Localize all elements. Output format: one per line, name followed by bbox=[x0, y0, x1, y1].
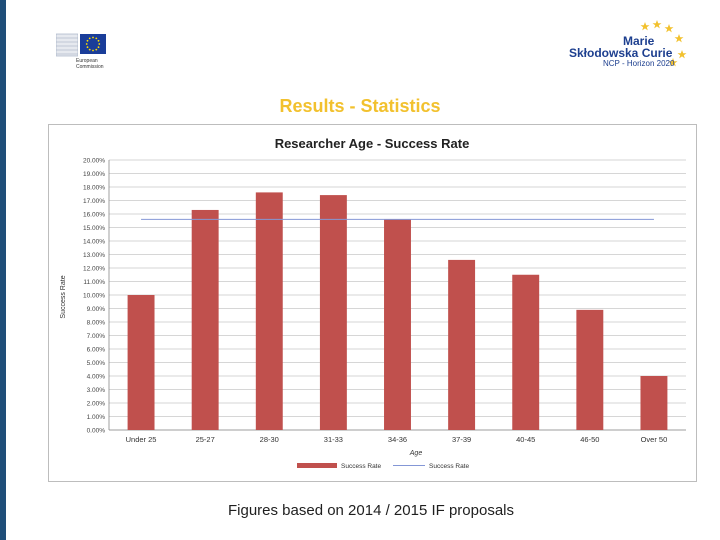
y-axis-label: Success Rate bbox=[60, 275, 67, 318]
msc-logo-line1: Marie bbox=[623, 34, 655, 48]
x-axis-label: Age bbox=[409, 450, 423, 457]
msc-logo-line2: Skłodowska Curie bbox=[569, 46, 673, 60]
msc-logo-line3: NCP - Horizon 2020 bbox=[603, 59, 675, 68]
x-tick-label: 25-27 bbox=[196, 435, 215, 444]
left-accent-bar bbox=[0, 0, 6, 540]
y-tick-label: 13.00% bbox=[83, 252, 105, 259]
bar-under-25 bbox=[127, 295, 155, 430]
ec-building-icon bbox=[56, 33, 78, 57]
y-tick-label: 15.00% bbox=[83, 225, 105, 232]
x-tick-label: Over 50 bbox=[641, 435, 668, 444]
legend-line-label: Success Rate bbox=[429, 463, 469, 470]
bar-chart: Researcher Age - Success Rate 0.00% 1.00%… bbox=[60, 136, 686, 470]
x-tick-label: 46-50 bbox=[580, 435, 599, 444]
x-tick-label: Under 25 bbox=[126, 435, 157, 444]
x-tick-label: 34-36 bbox=[388, 435, 407, 444]
y-tick-label: 6.00% bbox=[87, 347, 106, 354]
bar-over-50 bbox=[640, 376, 668, 430]
stars-icon bbox=[640, 20, 687, 67]
y-tick-label: 10.00% bbox=[83, 293, 105, 300]
bar-37-39 bbox=[448, 259, 476, 430]
y-tick-label: 7.00% bbox=[87, 333, 106, 340]
y-tick-label: 8.00% bbox=[87, 320, 106, 327]
eu-flag-icon bbox=[80, 34, 106, 54]
bar-25-27 bbox=[191, 209, 219, 430]
footer-note: Figures based on 2014 / 2015 IF proposal… bbox=[227, 502, 515, 519]
marie-curie-logo: Marie Skłodowska Curie NCP - Horizon 202… bbox=[565, 20, 690, 70]
y-tick-label: 12.00% bbox=[83, 266, 105, 273]
y-tick-label: 2.00% bbox=[87, 401, 106, 408]
y-tick-label: 4.00% bbox=[87, 374, 106, 381]
bar-28-30 bbox=[255, 192, 283, 430]
european-commission-logo: European Commission bbox=[56, 26, 136, 74]
y-tick-label: 11.00% bbox=[83, 279, 105, 286]
bar-34-36 bbox=[384, 219, 411, 430]
x-tick-label: 31-33 bbox=[324, 435, 343, 444]
legend-bar-label: Success Rate bbox=[341, 463, 381, 470]
ec-logo-text: European Commission bbox=[76, 58, 104, 70]
bar-46-50 bbox=[576, 309, 604, 430]
legend: Success Rate Success Rate bbox=[297, 463, 469, 470]
x-tick-labels: Under 25 25-27 28-30 31-33 34-36 37-39 40-45 46… bbox=[126, 435, 668, 444]
y-tick-label: 19.00% bbox=[83, 171, 105, 178]
legend-bar-swatch bbox=[297, 463, 337, 468]
y-tick-label: 20.00% bbox=[83, 158, 105, 165]
y-tick-label: 5.00% bbox=[87, 360, 106, 367]
slide-title: Results - Statistics bbox=[279, 96, 441, 116]
x-tick-label: 37-39 bbox=[452, 435, 471, 444]
y-tick-label: 18.00% bbox=[83, 185, 105, 192]
y-tick-labels: 0.00% 1.00% 2.00% 3.00% 4.00% 5.00% 6.00% 7.00%… bbox=[83, 158, 105, 435]
x-tick-label: 28-30 bbox=[260, 435, 279, 444]
bar-31-33 bbox=[319, 195, 347, 430]
chart-container: Researcher Age - Success Rate 0.00% 1.00%… bbox=[48, 124, 697, 482]
chart-title: Researcher Age - Success Rate bbox=[275, 136, 470, 151]
y-tick-label: 1.00% bbox=[87, 414, 106, 421]
y-tick-label: 17.00% bbox=[83, 198, 105, 205]
x-tick-label: 40-45 bbox=[516, 435, 535, 444]
bar-40-45 bbox=[512, 274, 540, 430]
y-tick-label: 9.00% bbox=[87, 306, 106, 313]
y-tick-label: 3.00% bbox=[87, 387, 106, 394]
y-tick-label: 14.00% bbox=[83, 239, 105, 246]
y-tick-label: 16.00% bbox=[83, 212, 105, 219]
bars bbox=[127, 192, 668, 430]
y-tick-label: 0.00% bbox=[87, 428, 106, 435]
